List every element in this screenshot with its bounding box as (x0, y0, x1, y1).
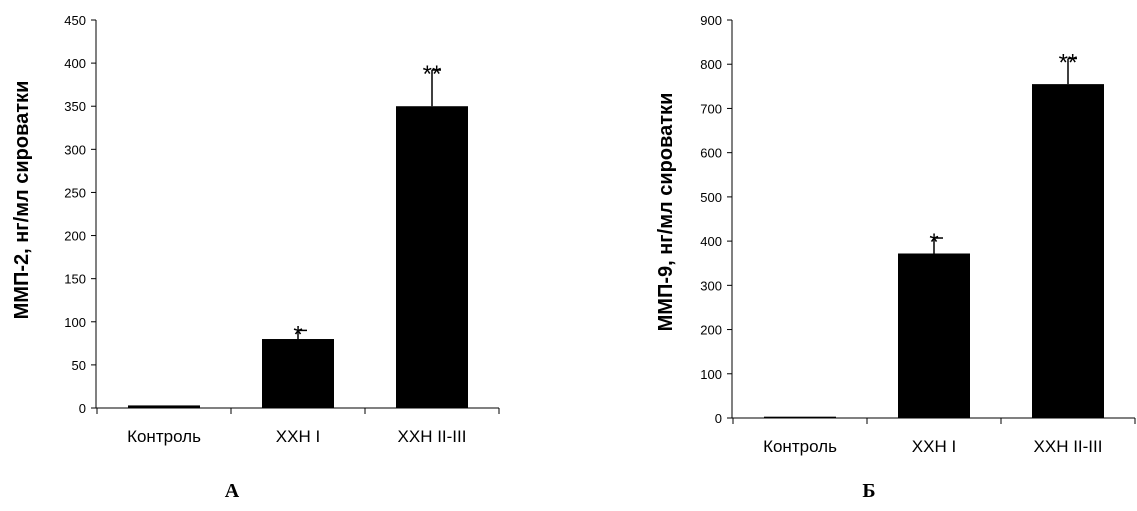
y-tick-label: 700 (700, 101, 722, 116)
y-tick-label: 50 (72, 358, 86, 373)
y-tick-label: 400 (700, 234, 722, 249)
category-label: ХХН ІІ-ІІІ (1034, 437, 1103, 456)
bar (128, 405, 200, 408)
significance-mark: ** (1059, 49, 1078, 76)
category-label: Контроль (763, 437, 837, 456)
y-tick-label: 100 (64, 315, 86, 330)
y-tick-label: 0 (715, 411, 722, 426)
y-tick-label: 150 (64, 272, 86, 287)
y-axis-title: ММП-2, нг/мл сироватки (11, 81, 33, 320)
panel-label: А (225, 480, 240, 502)
y-tick-label: 200 (64, 229, 86, 244)
y-tick-label: 450 (64, 13, 86, 28)
y-tick-label: 350 (64, 99, 86, 114)
y-tick-label: 200 (700, 323, 722, 338)
significance-mark: * (929, 229, 938, 256)
y-tick-label: 500 (700, 190, 722, 205)
y-tick-label: 250 (64, 185, 86, 200)
y-tick-label: 800 (700, 57, 722, 72)
y-tick-label: 900 (700, 13, 722, 28)
category-label: ХХН І (276, 427, 320, 446)
bar (1032, 84, 1104, 418)
significance-mark: ** (423, 61, 442, 88)
category-label: ХХН І (912, 437, 956, 456)
y-tick-label: 300 (700, 278, 722, 293)
chart-a: 0 50 100 150 200 250 300 350 400 450 Контроль * ХХН … (11, 13, 500, 502)
significance-mark: * (293, 321, 302, 348)
panel-label: Б (862, 480, 875, 502)
bar (396, 106, 468, 408)
category-label: Контроль (127, 427, 201, 446)
chart-b: 0 100 200 300 400 500 600 700 800 900 Контроль * ХХН… (655, 13, 1136, 502)
y-axis-title: ММП-9, нг/мл сироватки (655, 93, 677, 332)
bar (262, 339, 334, 408)
y-tick-label: 100 (700, 367, 722, 382)
y-tick-label: 400 (64, 56, 86, 71)
y-tick-label: 300 (64, 142, 86, 157)
bar (898, 253, 970, 418)
y-tick-label: 0 (79, 401, 86, 416)
category-label: ХХН ІІ-ІІІ (398, 427, 467, 446)
bar (764, 416, 836, 418)
y-tick-label: 600 (700, 146, 722, 161)
